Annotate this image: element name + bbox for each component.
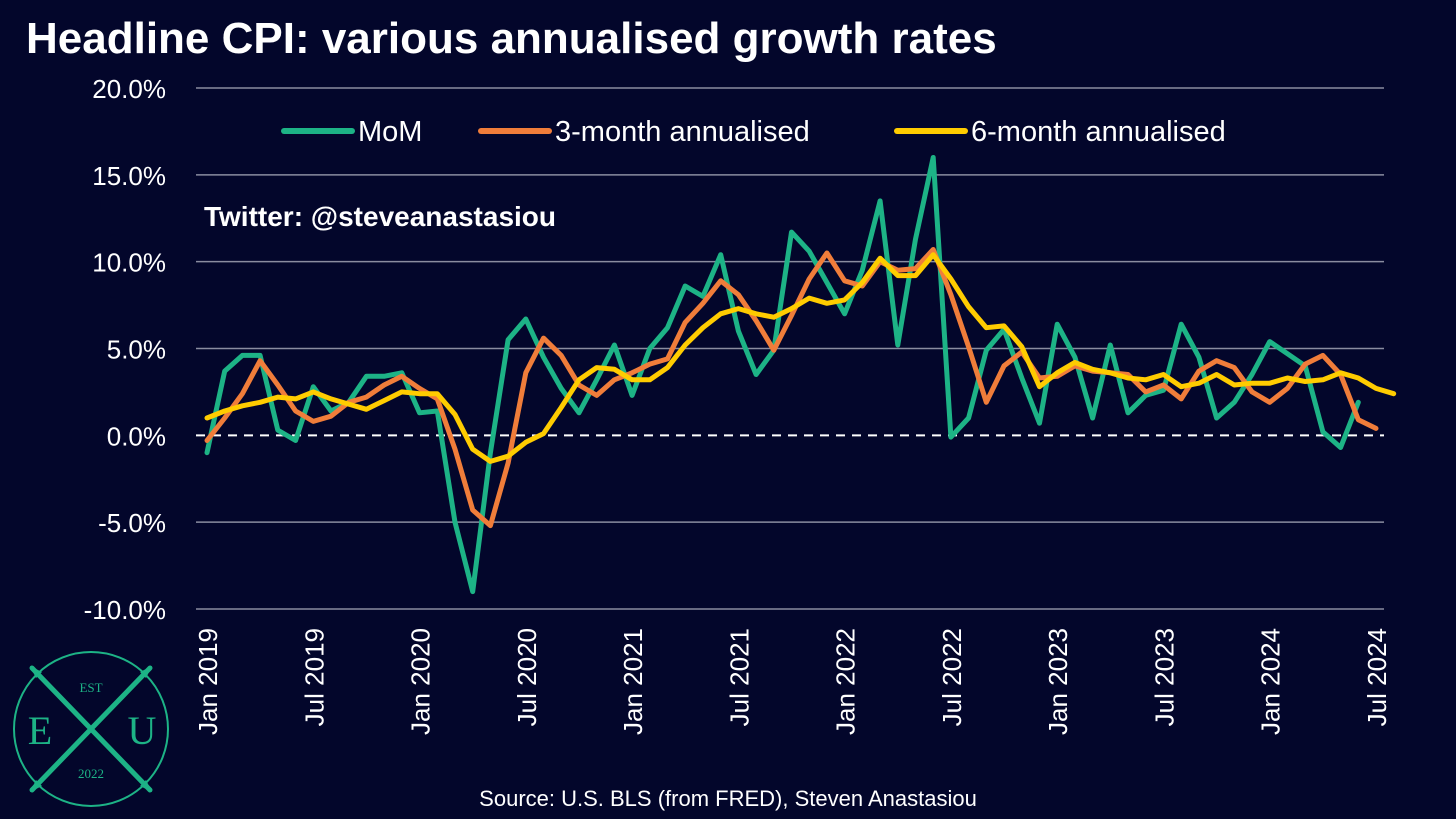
chart-title: Headline CPI: various annualised growth …	[26, 14, 997, 63]
series-lines	[204, 155, 1397, 595]
grid-lines	[196, 87, 1384, 610]
x-tick-label: Jul 2023	[1149, 628, 1179, 726]
y-axis-ticks: 20.0% 15.0% 10.0% 5.0% 0.0% -5.0% -10.0%	[84, 74, 166, 625]
y-tick-label: 10.0%	[92, 248, 166, 278]
y-tick-label: -5.0%	[98, 508, 166, 538]
x-tick-label: Jul 2020	[512, 628, 542, 726]
x-tick-label: Jan 2021	[618, 628, 648, 735]
logo-year: 2022	[78, 766, 104, 781]
x-tick-label: Jul 2022	[937, 628, 967, 726]
twitter-watermark: Twitter: @steveanastasiou	[204, 201, 556, 232]
y-tick-label: 15.0%	[92, 161, 166, 191]
x-tick-label: Jul 2019	[299, 628, 329, 726]
series-line-3-month-annualised	[204, 247, 1379, 529]
y-tick-label: -10.0%	[84, 595, 166, 625]
legend-label: 3-month annualised	[555, 116, 810, 148]
x-tick-label: Jul 2021	[724, 628, 754, 726]
x-axis-ticks: Jan 2019 Jul 2019 Jan 2020 Jul 2020 Jan 2021…	[193, 628, 1392, 735]
x-tick-label: Jan 2019	[193, 628, 223, 735]
y-tick-label: 0.0%	[107, 421, 166, 451]
source-note: Source: U.S. BLS (from FRED), Steven Ana…	[479, 786, 977, 811]
logo-letter-e: E	[28, 708, 52, 753]
legend: MoM 3-month annualised 6-month annualised	[281, 116, 1226, 148]
y-tick-label: 5.0%	[107, 335, 166, 365]
legend-label: 6-month annualised	[971, 116, 1226, 148]
x-tick-label: Jan 2024	[1256, 628, 1286, 735]
series-line-6-month-annualised	[204, 252, 1397, 464]
x-tick-label: Jan 2020	[406, 628, 436, 735]
logo-est: EST	[79, 680, 102, 695]
y-tick-label: 20.0%	[92, 74, 166, 104]
x-tick-label: Jan 2022	[831, 628, 861, 735]
legend-label: MoM	[358, 116, 422, 148]
logo-letter-u: U	[128, 708, 157, 753]
exu-logo-icon: EST E U 2022	[13, 651, 169, 807]
x-tick-label: Jan 2023	[1043, 628, 1073, 735]
x-tick-label: Jul 2024	[1362, 628, 1392, 726]
